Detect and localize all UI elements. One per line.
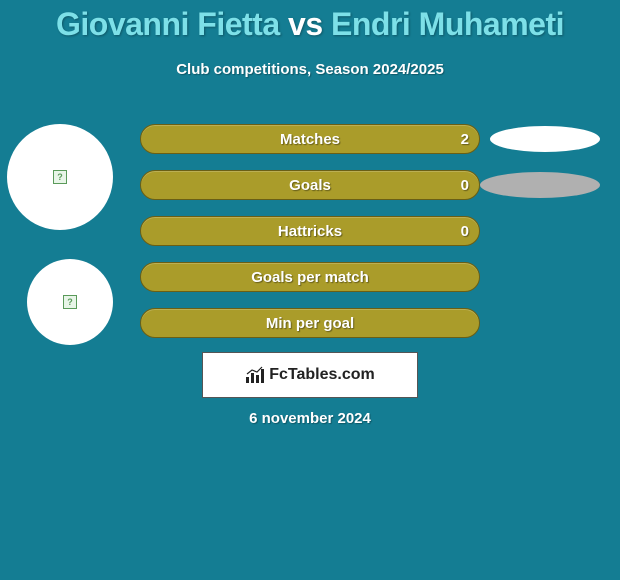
- stat-value: 0: [461, 177, 469, 194]
- stat-pill: Hattricks 0: [140, 216, 480, 246]
- stats-area: Matches 2 Goals 0 Hattricks 0 Goals per …: [140, 124, 600, 354]
- player2-avatar: ?: [27, 259, 113, 345]
- comparison-ellipse: [480, 172, 600, 198]
- fctables-chart-icon: [245, 366, 265, 384]
- comparison-title: Giovanni Fietta vs Endri Muhameti: [0, 0, 620, 43]
- broken-image-icon: ?: [53, 170, 67, 184]
- subtitle: Club competitions, Season 2024/2025: [0, 61, 620, 78]
- stat-label: Hattricks: [141, 223, 479, 240]
- stat-row-matches: Matches 2: [140, 124, 600, 154]
- stat-row-min-per-goal: Min per goal: [140, 308, 600, 338]
- player1-name: Giovanni Fietta: [56, 6, 280, 42]
- stat-label: Goals: [141, 177, 479, 194]
- stat-row-goals-per-match: Goals per match: [140, 262, 600, 292]
- logo-text: FcTables.com: [269, 366, 375, 384]
- stat-value: 0: [461, 223, 469, 240]
- broken-image-icon: ?: [63, 295, 77, 309]
- stat-row-hattricks: Hattricks 0: [140, 216, 600, 246]
- stat-row-goals: Goals 0: [140, 170, 600, 200]
- stat-label: Matches: [141, 131, 479, 148]
- stat-pill: Matches 2: [140, 124, 480, 154]
- vs-text: vs: [288, 6, 323, 42]
- logo-content: FcTables.com: [245, 366, 375, 384]
- stat-label: Min per goal: [141, 315, 479, 332]
- comparison-ellipse: [490, 126, 600, 152]
- player1-avatar: ?: [7, 124, 113, 230]
- stat-pill: Min per goal: [140, 308, 480, 338]
- stat-label: Goals per match: [141, 269, 479, 286]
- stat-pill: Goals 0: [140, 170, 480, 200]
- stat-pill: Goals per match: [140, 262, 480, 292]
- stat-value: 2: [461, 131, 469, 148]
- source-logo-box: FcTables.com: [202, 352, 418, 398]
- date-text: 6 november 2024: [0, 410, 620, 427]
- player2-name: Endri Muhameti: [331, 6, 564, 42]
